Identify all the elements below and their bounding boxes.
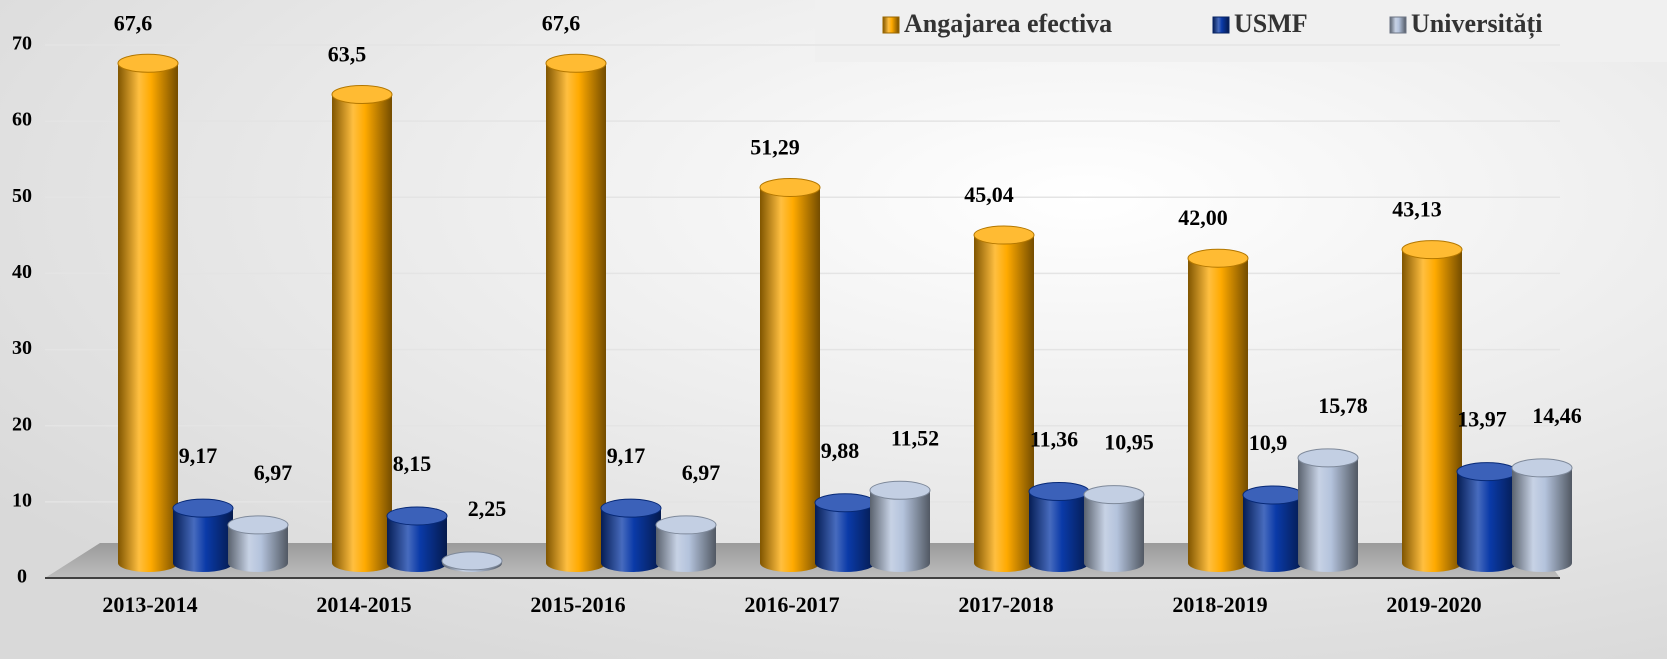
value-label: 13,97 — [1457, 407, 1507, 432]
value-label: 10,9 — [1249, 430, 1288, 455]
x-tick-label: 2017-2018 — [958, 592, 1053, 617]
bar-top — [1401, 240, 1463, 260]
bar-top — [227, 515, 289, 535]
bar-top — [759, 177, 821, 197]
value-label: 9,17 — [179, 443, 218, 468]
bar-top — [600, 498, 662, 518]
value-label: 67,6 — [542, 10, 581, 35]
bar — [173, 508, 233, 572]
legend-marker — [1389, 16, 1407, 34]
value-label: 9,88 — [821, 438, 860, 463]
bar — [228, 524, 288, 572]
value-label: 8,15 — [393, 451, 432, 476]
x-tick-label: 2015-2016 — [530, 592, 625, 617]
bar — [1243, 495, 1303, 572]
legend-label: Universități — [1411, 9, 1542, 39]
y-tick-label: 20 — [12, 413, 32, 435]
bar-top — [655, 515, 717, 535]
bar-top — [441, 551, 503, 571]
value-label: 2,25 — [468, 496, 507, 521]
y-tick-label: 70 — [12, 33, 32, 55]
bar-top — [172, 498, 234, 518]
bar-top — [1456, 462, 1518, 482]
legend-marker — [1212, 16, 1230, 34]
bar — [1188, 258, 1248, 572]
bar — [1402, 249, 1462, 572]
bar — [760, 187, 820, 572]
x-tick-label: 2018-2019 — [1172, 592, 1267, 617]
bar — [1512, 467, 1572, 572]
x-tick-label: 2019-2020 — [1386, 592, 1481, 617]
bar-top — [1511, 458, 1573, 478]
bar — [118, 63, 178, 572]
x-tick-label: 2014-2015 — [316, 592, 411, 617]
bar — [546, 63, 606, 572]
bar — [815, 502, 875, 572]
value-label: 63,5 — [328, 42, 367, 67]
bar — [656, 524, 716, 572]
legend-label: Angajarea efectiva — [904, 9, 1112, 38]
value-label: 6,97 — [682, 460, 721, 485]
x-tick-label: 2013-2014 — [102, 592, 197, 617]
bar-top — [814, 493, 876, 513]
bar — [1457, 471, 1517, 572]
bar-top — [1297, 448, 1359, 468]
value-label: 43,13 — [1392, 197, 1442, 222]
value-label: 9,17 — [607, 443, 646, 468]
bar-top — [386, 506, 448, 526]
y-tick-label: 0 — [17, 566, 27, 588]
value-label: 11,52 — [891, 425, 939, 450]
value-label: 45,04 — [964, 182, 1014, 207]
bar — [1029, 491, 1089, 572]
value-label: 11,36 — [1030, 427, 1078, 452]
bar — [387, 515, 447, 572]
bar — [974, 235, 1034, 573]
y-tick-label: 60 — [12, 109, 32, 131]
value-label: 42,00 — [1178, 205, 1228, 230]
y-tick-label: 40 — [12, 261, 32, 283]
y-tick-label: 50 — [12, 185, 32, 207]
bar-top — [1028, 482, 1090, 502]
value-label: 51,29 — [750, 135, 800, 160]
bar-top — [117, 53, 179, 73]
bar — [1084, 494, 1144, 572]
y-tick-label: 10 — [12, 489, 32, 511]
bar-top — [1242, 485, 1304, 505]
legend-marker — [882, 16, 900, 34]
y-tick-label: 30 — [12, 337, 32, 359]
bar — [1298, 457, 1358, 572]
value-label: 67,6 — [114, 10, 153, 35]
bar-top — [869, 480, 931, 500]
legend-box — [815, 0, 1667, 62]
x-tick-label: 2016-2017 — [744, 592, 839, 617]
value-label: 10,95 — [1104, 430, 1154, 455]
value-label: 6,97 — [254, 460, 293, 485]
bar — [870, 490, 930, 572]
bar — [332, 94, 392, 572]
bar-top — [973, 225, 1035, 245]
bar-top — [1083, 485, 1145, 505]
bar-top — [331, 84, 393, 104]
value-label: 15,78 — [1318, 393, 1368, 418]
bar-top — [1187, 248, 1249, 268]
bar-top — [545, 53, 607, 73]
legend-label: USMF — [1234, 9, 1308, 38]
bar — [601, 508, 661, 572]
value-label: 14,46 — [1532, 403, 1582, 428]
